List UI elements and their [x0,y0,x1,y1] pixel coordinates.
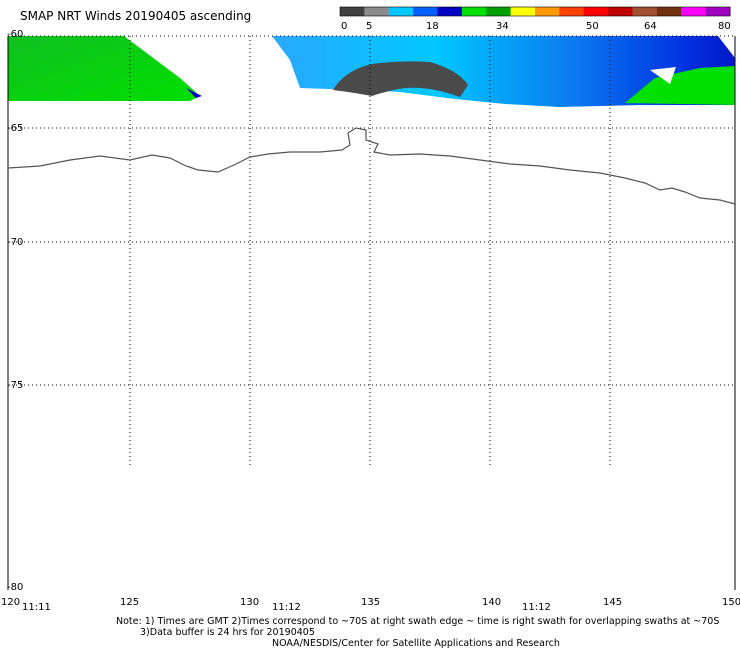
colorbar-label: 80 [718,21,731,32]
colorbar-segment [364,7,390,16]
colorbar-segment [583,7,609,16]
colorbar-segment [486,7,512,16]
colorbar-label: 0 [341,21,347,32]
colorbar-label: 18 [426,21,439,32]
lon-label: 125 [120,597,139,608]
colorbar-segment [340,7,365,16]
antarctic-coastline [7,127,736,205]
colorbar-label: 64 [644,21,657,32]
colorbar-segment [656,7,682,16]
lat-label: -65 [7,123,23,134]
lon-label: 140 [482,597,501,608]
colorbar-segment [413,7,438,16]
time-label: 11:11 [22,602,51,613]
map-title: SMAP NRT Winds 20190405 ascending [20,9,252,23]
lat-label: -80 [7,582,23,593]
colorbar-segment [632,7,658,16]
note-line-3: NOAA/NESDIS/Center for Satellite Applica… [272,638,560,649]
wind-speed-colorbar [339,6,731,17]
colorbar-segment [705,7,731,16]
time-label: 11:12 [272,602,301,613]
colorbar-segment [510,7,536,16]
lon-axis-labels: 120 125 130 135 140 145 150 [1,597,740,608]
lon-label: 145 [603,597,622,608]
colorbar-segment [461,7,487,16]
colorbar-segment [559,7,585,16]
colorbar-segment [437,7,463,16]
colorbar-label: 50 [586,21,599,32]
note-line-1: Note: 1) Times are GMT 2)Times correspon… [116,616,720,627]
lon-label: 135 [361,597,380,608]
colorbar-segment [681,7,707,16]
colorbar-segment [388,7,414,16]
lon-label: 150 [722,597,740,608]
colorbar-label: 34 [496,21,509,32]
colorbar-segment [608,7,633,16]
lat-label: -60 [7,29,23,40]
lat-label: -75 [7,380,23,391]
time-labels: 11:11 11:12 11:12 [22,602,551,613]
note-line-2: 3)Data buffer is 24 hrs for 20190405 [140,627,315,638]
lat-label: -70 [7,237,23,248]
lon-label: 130 [240,597,259,608]
colorbar-labels: 0 5 18 34 50 64 80 [341,21,731,32]
colorbar-label: 5 [366,21,372,32]
wind-swath-right [272,36,735,107]
colorbar-frame [339,6,731,17]
wind-calm-region [333,61,468,97]
wind-swath-left [8,36,202,101]
colorbar-segment [535,7,560,16]
plot-frame [7,35,736,590]
time-label: 11:12 [522,602,551,613]
lon-label: 120 [1,597,20,608]
lat-axis-labels: -60 -65 -70 -75 -80 [7,29,23,593]
